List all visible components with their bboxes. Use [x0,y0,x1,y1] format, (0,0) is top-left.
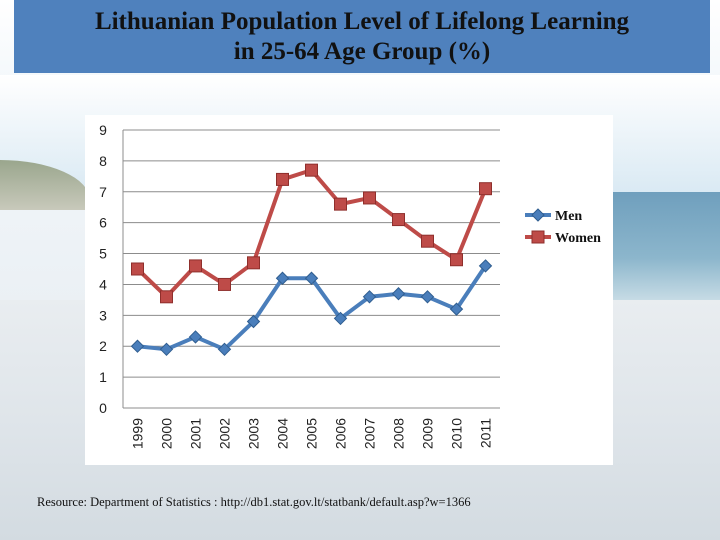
slide-title-line-2: in 25-64 Age Group (%) [233,37,491,65]
data-point-women [334,197,347,211]
source-note: Resource: Department of Statistics : htt… [37,495,471,509]
x-tick-label: 2005 [304,418,320,449]
y-tick-label: 5 [99,246,107,262]
slide-title-line-1: Lithuanian Population Level of Lifelong … [94,7,630,35]
data-point-men [159,342,174,357]
data-point-men [333,311,348,326]
x-tick-label: 2002 [217,418,233,449]
y-tick-label: 9 [99,122,107,138]
y-tick-label: 0 [99,400,107,416]
y-tick-label: 1 [99,369,107,385]
data-point-women [421,234,434,248]
data-point-men [478,259,493,273]
x-tick-label: 2001 [188,418,204,449]
legend-label-women: Women [555,231,601,246]
data-point-men [217,342,232,357]
y-tick-label: 2 [99,338,107,354]
x-tick-label: 2010 [449,418,465,449]
data-point-men [391,287,406,301]
data-point-men [304,271,319,285]
data-point-women [218,277,231,291]
y-tick-label: 7 [99,184,107,200]
data-point-women [131,262,144,276]
x-tick-label: 2003 [246,418,262,449]
x-tick-label: 2000 [159,418,175,449]
slide-title-bar: Lithuanian Population Level of Lifelong … [14,0,710,73]
y-tick-label: 3 [99,307,107,323]
data-point-women [160,290,173,304]
data-point-women [276,172,289,186]
chart-panel: 0 1 2 3 4 5 6 7 8 9 1999 2000 2001 2002 2003 2004 2005 20… [85,115,613,465]
data-point-men [420,290,435,304]
data-point-women [479,182,492,196]
legend-marker-women [531,230,545,244]
y-tick-label: 6 [99,215,107,231]
y-tick-label: 8 [99,153,107,169]
background-sea [600,192,720,302]
data-point-women [305,163,318,177]
data-point-women [392,213,405,227]
y-tick-label: 4 [99,276,107,292]
x-tick-label: 2009 [420,418,436,449]
data-point-women [247,256,260,270]
data-point-women [363,191,376,205]
x-tick-label: 2007 [362,418,378,449]
x-tick-label: 2008 [391,418,407,449]
data-point-women [450,253,463,267]
data-point-men [275,271,290,285]
x-tick-label: 2011 [478,418,494,448]
data-point-women [189,259,202,273]
data-point-men [188,330,203,344]
data-point-men [246,314,261,329]
x-tick-label: 1999 [130,418,146,449]
data-point-men [449,302,464,316]
data-point-men [362,290,377,304]
legend-label-men: Men [555,209,582,224]
line-chart: 0 1 2 3 4 5 6 7 8 9 1999 2000 2001 2002 2003 2004 2005 20… [99,122,601,449]
data-point-men [130,339,145,353]
x-tick-label: 2004 [275,418,291,449]
legend-marker-men [531,208,545,222]
x-tick-label: 2006 [333,418,349,449]
